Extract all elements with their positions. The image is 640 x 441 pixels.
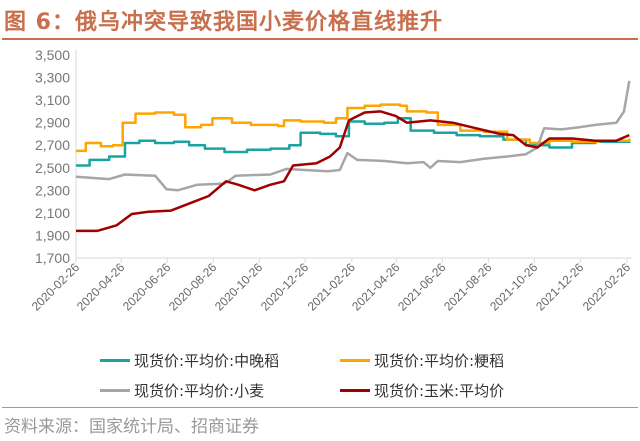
x-tick-label: 2020-04-26 <box>74 260 128 314</box>
legend-item: 现货价:平均价:中晚稻 <box>100 350 340 371</box>
x-tick-label: 2020-02-26 <box>29 260 83 314</box>
x-tick-label: 2020-08-26 <box>166 260 220 314</box>
y-tick-label: 2,700 <box>35 137 70 153</box>
x-tick-label: 2021-08-26 <box>441 260 495 314</box>
y-tick-label: 2,100 <box>35 205 70 221</box>
legend-label: 现货价:平均价:粳稻 <box>374 351 505 370</box>
y-tick-label: 1,900 <box>35 227 70 243</box>
y-tick-label: 3,100 <box>35 92 70 108</box>
line-chart: 1,700 1,900 2,100 2,300 2,500 2,700 2,900 3,100… <box>29 47 634 314</box>
y-tick-label: 2,500 <box>35 160 70 176</box>
legend-swatch <box>340 358 370 362</box>
x-tick-label: 2021-10-26 <box>487 260 541 314</box>
series-line <box>75 80 631 192</box>
legend-item: 现货价:平均价:小麦 <box>100 380 340 401</box>
legend-label: 现货价:玉米:平均价 <box>374 381 505 400</box>
legend-item: 现货价:玉米:平均价 <box>340 380 580 401</box>
x-tick-label: 2020-06-26 <box>120 260 174 314</box>
x-tick-label: 2021-04-26 <box>349 260 403 314</box>
title-divider <box>2 38 638 40</box>
footer-divider <box>2 407 638 408</box>
legend-label: 现货价:平均价:中晚稻 <box>134 351 280 370</box>
x-tick-label: 2021-12-26 <box>533 260 587 314</box>
legend: 现货价:平均价:中晚稻 现货价:平均价:粳稻 现货价:平均价:小麦 现货价:玉米… <box>100 345 580 405</box>
legend-label: 现货价:平均价:小麦 <box>134 381 265 400</box>
y-tick-label: 1,700 <box>35 250 70 266</box>
chart-title: 图 6：俄乌冲突导致我国小麦价格直线推升 <box>4 10 443 35</box>
y-tick-label: 2,300 <box>35 182 70 198</box>
y-tick-label: 3,500 <box>35 47 70 63</box>
x-tick-label: 2021-06-26 <box>395 260 449 314</box>
x-tick-label: 2022-02-26 <box>580 260 634 314</box>
y-tick-label: 3,300 <box>35 70 70 86</box>
series-line <box>76 110 630 233</box>
legend-item: 现货价:平均价:粳稻 <box>340 350 580 371</box>
source-note: 资料来源：国家统计局、招商证券 <box>4 417 259 437</box>
legend-swatch <box>100 388 130 392</box>
y-tick-label: 2,900 <box>35 115 70 131</box>
legend-swatch <box>340 388 370 392</box>
x-tick-label: 2020-10-26 <box>212 260 266 314</box>
x-tick-label: 2020-12-26 <box>258 260 312 314</box>
legend-swatch <box>100 358 130 362</box>
